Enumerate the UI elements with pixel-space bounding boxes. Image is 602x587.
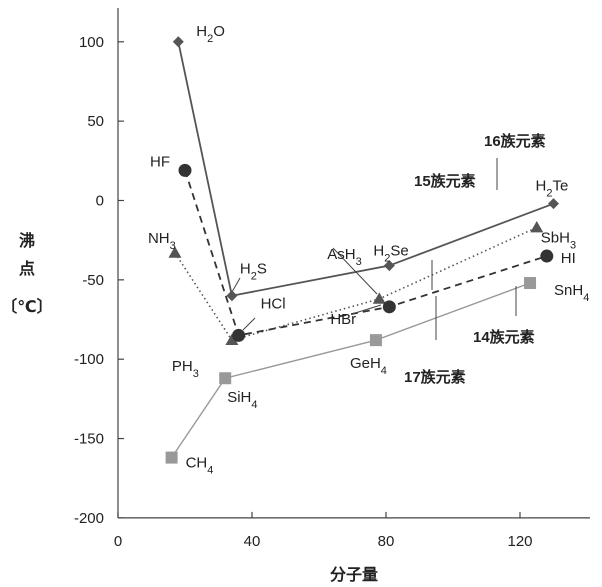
y-axis-label: 〔℃〕 — [1, 298, 52, 316]
y-tick-label: 0 — [96, 193, 104, 210]
y-tick-label: -150 — [74, 431, 104, 448]
data-point-label: AsH3 — [327, 246, 361, 268]
data-point-label: H2S — [240, 261, 267, 283]
x-tick-label: 80 — [378, 533, 395, 550]
data-point-label: GeH4 — [350, 355, 387, 377]
y-tick-label: 50 — [87, 113, 104, 130]
leader-line — [332, 247, 378, 295]
data-point-label: HCl — [261, 295, 286, 312]
group-label: 15族元素 — [414, 172, 476, 190]
data-point-label: PH3 — [172, 358, 199, 380]
data-point-marker — [540, 249, 554, 263]
data-point-marker — [524, 277, 537, 290]
y-axis-label: 沸 — [19, 231, 35, 250]
y-tick-label: 100 — [79, 34, 104, 51]
data-point-label: H2Se — [373, 243, 408, 265]
data-point-label: NH3 — [148, 230, 176, 252]
series-line — [177, 41, 554, 297]
data-point-marker — [165, 451, 178, 464]
y-axis-label: 点 — [19, 259, 35, 278]
data-point-label: H2Te — [536, 178, 569, 200]
series-lines — [171, 41, 554, 458]
leader-line — [351, 304, 382, 315]
data-point-marker — [168, 246, 182, 258]
data-point-marker — [172, 36, 184, 48]
series-line — [171, 282, 531, 458]
data-point-marker — [232, 328, 246, 342]
leader-line — [242, 317, 256, 331]
data-point-label: HBr — [330, 311, 356, 328]
x-tick-label: 120 — [507, 533, 532, 550]
data-point-label: SbH3 — [541, 229, 576, 251]
series-line — [174, 226, 538, 342]
y-tick-label: -100 — [74, 351, 104, 368]
data-point-label: HF — [150, 153, 170, 170]
axes: 100 50 0 -50 -100 -150 -200 0 40 80 120 分子量 沸点〔℃〕 — [1, 8, 590, 584]
group-label: 14族元素 — [473, 328, 535, 346]
data-point-label: SnH4 — [554, 282, 589, 304]
y-tick-label: -50 — [82, 272, 104, 289]
data-point-marker — [382, 300, 396, 314]
data-point-label: HI — [561, 250, 576, 267]
data-point-marker — [383, 260, 395, 272]
x-tick-label: 0 — [114, 533, 122, 550]
data-point-label: SiH4 — [227, 389, 257, 411]
leader-line — [231, 277, 241, 293]
data-point-marker — [225, 333, 239, 346]
data-point-marker — [369, 334, 382, 347]
y-tick-label: -200 — [74, 510, 104, 527]
data-point-marker — [178, 163, 192, 177]
data-point-label: CH4 — [186, 455, 214, 477]
leader-lines — [231, 158, 517, 340]
data-point-label: H2O — [196, 23, 225, 45]
group-label: 16族元素 — [484, 132, 546, 150]
series-line — [184, 170, 548, 337]
series-markers — [165, 36, 559, 464]
data-point-marker — [219, 372, 232, 385]
x-tick-label: 40 — [244, 533, 261, 550]
x-axis-label: 分子量 — [330, 566, 378, 584]
data-point-marker — [530, 220, 544, 233]
point-labels: H2O H2S H2Se H2Te NH3 PH3 AsH3 SbH3 HF HCl HBr HI CH… — [148, 23, 589, 477]
data-point-marker — [226, 290, 238, 302]
data-point-marker — [548, 198, 559, 210]
data-point-marker — [372, 292, 386, 304]
group-label: 17族元素 — [404, 368, 466, 386]
